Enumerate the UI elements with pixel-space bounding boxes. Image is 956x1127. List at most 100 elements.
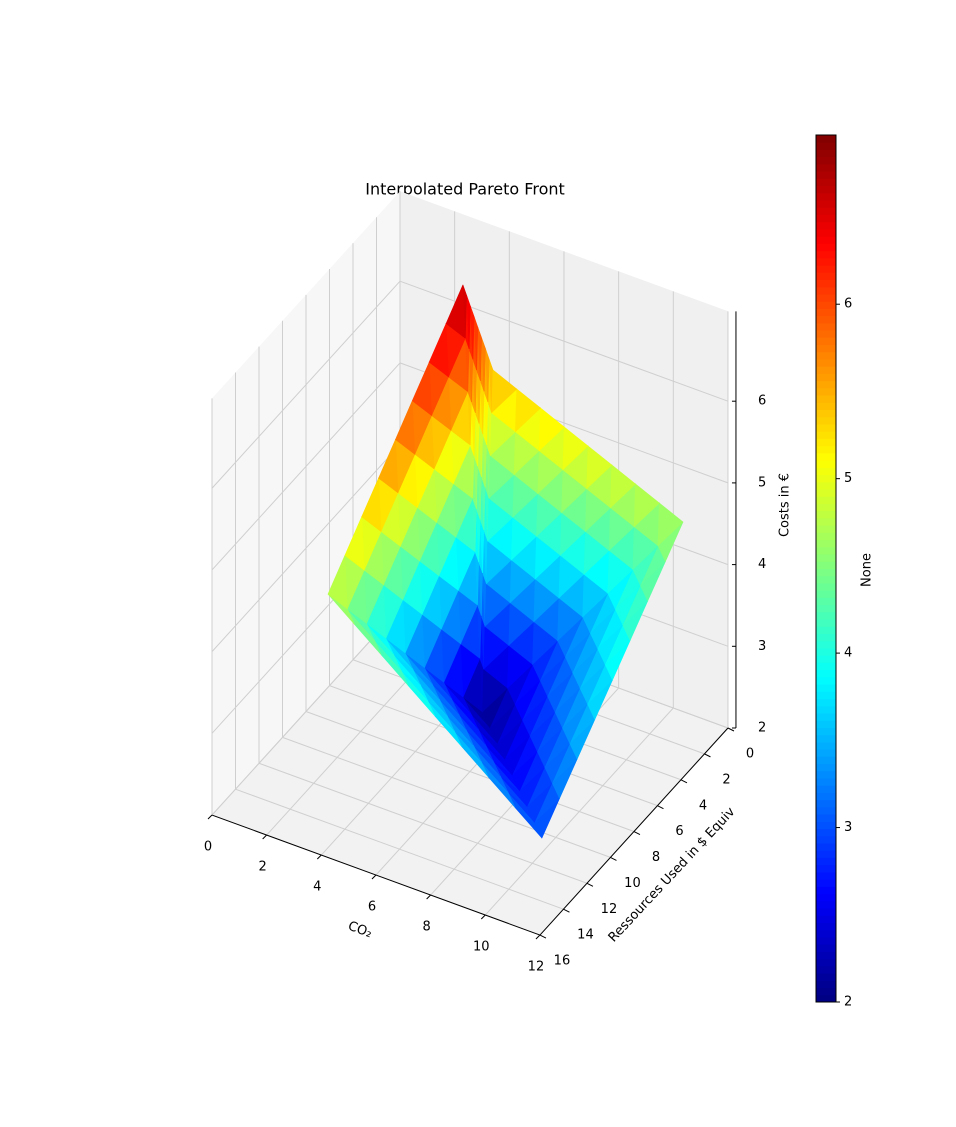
x-tick [535,934,541,940]
surface-patch [462,284,468,339]
colorbar-tick-label: 3 [844,820,852,835]
colorbar-step [816,705,836,714]
colorbar-step [816,214,836,223]
colorbar-step [816,380,836,389]
colorbar-step [816,467,836,476]
y-tick-label: 6 [675,824,683,839]
colorbar-step [816,669,836,678]
colorbar-step [816,698,836,707]
colorbar-step [816,864,836,873]
colorbar-step [816,785,836,793]
x-tick-label: 4 [313,880,321,895]
colorbar-step [816,373,836,382]
colorbar-step [816,517,836,526]
colorbar-step [816,741,836,750]
colorbar-step [816,850,836,858]
y-tick-label: 14 [577,928,594,943]
colorbar-step [816,452,836,461]
colorbar-step [816,835,836,844]
surface-face [482,521,684,839]
z-tick-label: 5 [758,475,766,490]
x-tick-label: 8 [422,920,430,935]
colorbar-step [816,438,836,447]
colorbar-step [816,163,836,172]
y-tick-label: 4 [699,798,707,813]
colorbar-step [816,611,836,620]
colorbar-step [816,330,836,338]
colorbar-step [816,676,836,685]
y-tick [727,727,735,732]
colorbar-step [816,734,836,743]
colorbar-step [816,142,836,150]
colorbar-step [816,272,836,280]
colorbar-step [816,308,836,317]
surface-patch [466,295,471,349]
surface-patch [562,426,589,471]
grid-line [211,280,401,489]
colorbar-step [816,200,836,208]
colorbar-step [816,987,836,996]
colorbar-step [816,619,836,627]
colorbar-step [816,662,836,671]
colorbar-step [816,539,836,548]
colorbar-label: None [860,553,875,587]
y-tick [633,831,641,835]
colorbar-step [816,749,836,757]
chart-title: Interpolated Pareto Front [365,180,565,199]
colorbar-tick-label: 4 [844,646,852,661]
colorbar-step [816,886,836,895]
colorbar-step [816,135,836,143]
grid-line [211,607,401,816]
colorbar-step [816,510,836,519]
colorbar-step [816,922,836,931]
y-tick-label: 0 [746,747,754,762]
colorbar-step [816,994,836,1003]
colorbar-step [816,286,836,295]
colorbar-step [816,301,836,309]
colorbar-frame [815,134,837,1003]
colorbar-step [816,236,836,244]
colorbar-step [816,640,836,649]
surface-patch [395,400,416,455]
x-tick-label: 12 [528,960,545,975]
colorbar-step [816,489,836,497]
colorbar-step [816,799,836,808]
y-tick [704,753,711,758]
colorbar-step [816,156,836,165]
colorbar-step [816,315,836,324]
colorbar-step [816,626,836,635]
colorbar-step [816,756,836,765]
y-tick [680,779,688,784]
surface-patch [538,407,565,452]
colorbar-step [816,582,836,591]
surface-face [327,593,543,839]
grid-line [211,362,401,571]
x-axis-label: CO₂ [346,919,374,941]
surface-patch [327,555,348,610]
y-tick-label: 16 [554,954,571,969]
z-tick-label: 3 [758,639,766,654]
colorbar-step [816,929,836,938]
colorbar-step [816,958,836,967]
colorbar-step [816,951,836,960]
colorbar-step [816,821,836,830]
colorbar-step [816,178,836,187]
grid-line [282,736,611,858]
surface-patch [428,323,449,378]
colorbar-step [816,207,836,215]
colorbar-step [816,409,836,418]
colorbar-step [816,965,836,974]
x-tick [480,914,486,920]
colorbar-step [816,843,836,851]
colorbar-step [816,185,836,194]
surface-patch [473,316,479,371]
surface-patch [515,388,541,433]
colorbar-step [816,814,836,822]
colorbar-step [816,568,836,577]
x-tick [262,834,268,840]
surface-patch [477,327,483,381]
colorbar-step [816,944,836,952]
grid-line [211,444,401,652]
colorbar-step [816,265,836,273]
x-tick-label: 10 [473,940,490,955]
